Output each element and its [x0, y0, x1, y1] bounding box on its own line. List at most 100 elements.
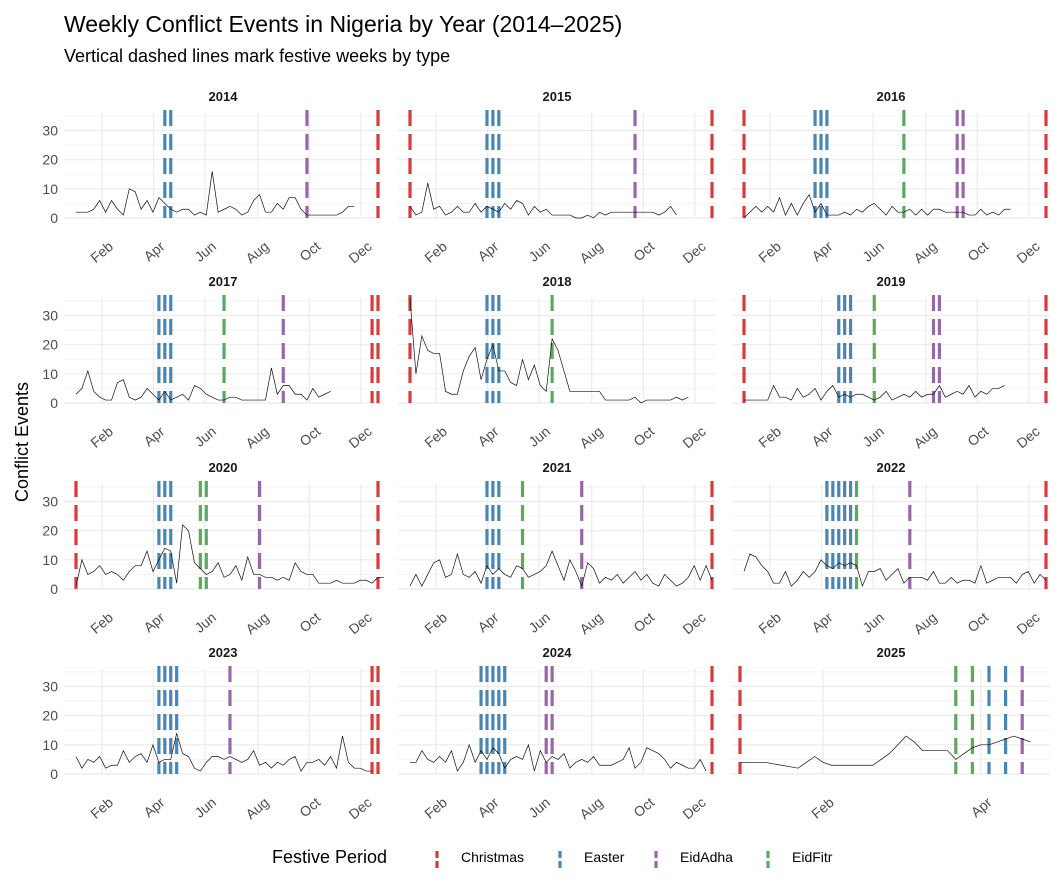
x-tick-label: Aug [242, 238, 271, 266]
series-line-2015 [409, 182, 677, 219]
x-tick-label: Apr [475, 238, 502, 264]
panel-2025: 2025 Feb Apr [732, 645, 1050, 822]
x-tick-label: Oct [964, 238, 991, 264]
series-line-2024 [410, 743, 707, 772]
y-tick-label: 30 [42, 494, 58, 510]
x-tick-label: Dec [1013, 238, 1042, 266]
series-line-2014 [76, 171, 355, 216]
x-tick-label: Feb [755, 423, 784, 451]
legend-label: Easter [584, 849, 625, 865]
y-tick-label: 0 [50, 395, 58, 411]
panel-title: 2020 [209, 460, 238, 475]
legend-label: Christmas [461, 849, 524, 865]
panel-2024: 2024 Feb Apr Jun Aug Oct Dec [398, 645, 716, 822]
panel-2020: 2020 0 10 20 30 Feb Apr Jun Aug Oct Dec [42, 460, 384, 637]
y-tick-label: 30 [42, 123, 58, 139]
x-tick-label: Dec [345, 609, 374, 637]
panel-title: 2024 [543, 645, 573, 660]
x-tick-label: Aug [910, 609, 939, 637]
x-tick-label: Feb [421, 238, 450, 266]
x-tick-label: Aug [576, 423, 605, 451]
panel-title: 2015 [543, 89, 572, 104]
legend: Festive Period Christmas Easter EidAdha Eid… [272, 847, 833, 868]
legend-label: EidAdha [680, 849, 733, 865]
x-tick-label: Aug [242, 423, 271, 451]
x-tick-label: Jun [525, 423, 553, 450]
y-tick-label: 0 [50, 766, 58, 782]
legend-item-eidfitr: EidFitr [766, 849, 833, 868]
panel-2023: 2023 0 10 20 30 Feb Apr Jun Aug Oct Dec [42, 645, 382, 822]
x-tick-label: Apr [809, 238, 836, 264]
x-tick-label: Feb [755, 238, 784, 266]
legend-title: Festive Period [272, 847, 387, 867]
x-tick-label: Jun [191, 609, 219, 636]
panel-title: 2016 [877, 89, 906, 104]
x-tick-label: Oct [964, 609, 991, 635]
x-tick-label: Jun [191, 238, 219, 265]
panel-2014: 2014 0 10 20 30 Feb Apr Jun Aug Oct Dec [42, 89, 382, 266]
y-axis-label: Conflict Events [12, 382, 32, 502]
panel-title: 2018 [543, 274, 572, 289]
x-tick-label: Feb [87, 794, 116, 822]
x-tick-label: Jun [859, 423, 887, 450]
x-tick-label: Apr [141, 423, 168, 449]
x-tick-label: Feb [87, 609, 116, 637]
x-tick-label: Feb [421, 609, 450, 637]
x-tick-label: Dec [1013, 609, 1042, 637]
series-line-2022 [743, 553, 1047, 588]
legend-item-easter: Easter [558, 849, 625, 868]
x-tick-label: Apr [141, 794, 168, 820]
facet-panels: 2014 0 10 20 30 Feb Apr Jun Aug Oct Dec 2015 Feb Apr J… [42, 89, 1050, 822]
x-tick-label: Apr [141, 609, 168, 635]
series-line-2018 [409, 297, 689, 404]
panel-2022: 2022 Feb Apr Jun Aug Oct Dec [732, 460, 1050, 637]
panel-title: 2019 [877, 274, 906, 289]
series-line-2025 [740, 735, 1031, 769]
series-line-2023 [75, 733, 373, 772]
panel-2017: 2017 0 10 20 30 Feb Apr Jun Aug Oct Dec [42, 274, 382, 451]
x-tick-label: Aug [242, 794, 271, 822]
panel-2015: 2015 Feb Apr Jun Aug Oct Dec [398, 89, 716, 266]
x-tick-label: Oct [630, 423, 657, 449]
x-tick-label: Dec [345, 238, 374, 266]
y-tick-label: 20 [42, 708, 58, 724]
x-tick-label: Dec [679, 238, 708, 266]
x-tick-label: Apr [141, 238, 168, 264]
x-tick-label: Apr [968, 794, 995, 820]
x-tick-label: Aug [910, 238, 939, 266]
x-tick-label: Aug [910, 423, 939, 451]
panel-title: 2017 [209, 274, 238, 289]
x-tick-label: Dec [1013, 423, 1042, 451]
series-line-2021 [409, 550, 713, 588]
x-tick-label: Dec [679, 794, 708, 822]
x-tick-label: Oct [296, 794, 323, 820]
x-tick-label: Dec [345, 794, 374, 822]
x-tick-label: Jun [191, 794, 219, 821]
x-tick-label: Apr [809, 609, 836, 635]
panel-2018: 2018 Feb Apr Jun Aug Oct Dec [398, 274, 716, 451]
x-tick-label: Feb [87, 238, 116, 266]
series-line-2019 [744, 384, 1005, 401]
x-tick-label: Jun [859, 238, 887, 265]
legend-label: EidFitr [792, 849, 833, 865]
panel-2021: 2021 Feb Apr Jun Aug Oct Dec [398, 460, 716, 637]
panel-2016: 2016 Feb Apr Jun Aug Oct Dec [732, 89, 1050, 266]
y-tick-label: 10 [42, 737, 58, 753]
x-tick-label: Apr [475, 423, 502, 449]
x-tick-label: Aug [576, 238, 605, 266]
panel-title: 2023 [209, 645, 238, 660]
x-tick-label: Feb [421, 423, 450, 451]
y-tick-label: 30 [42, 308, 58, 324]
series-line-2017 [75, 367, 331, 401]
x-tick-label: Oct [630, 609, 657, 635]
y-tick-label: 10 [42, 366, 58, 382]
panel-title: 2022 [877, 460, 906, 475]
x-tick-label: Jun [525, 238, 553, 265]
x-tick-label: Jun [525, 609, 553, 636]
y-tick-label: 10 [42, 552, 58, 568]
y-tick-label: 20 [42, 523, 58, 539]
x-tick-label: Oct [964, 423, 991, 449]
y-tick-label: 0 [50, 210, 58, 226]
x-tick-label: Oct [630, 238, 657, 264]
